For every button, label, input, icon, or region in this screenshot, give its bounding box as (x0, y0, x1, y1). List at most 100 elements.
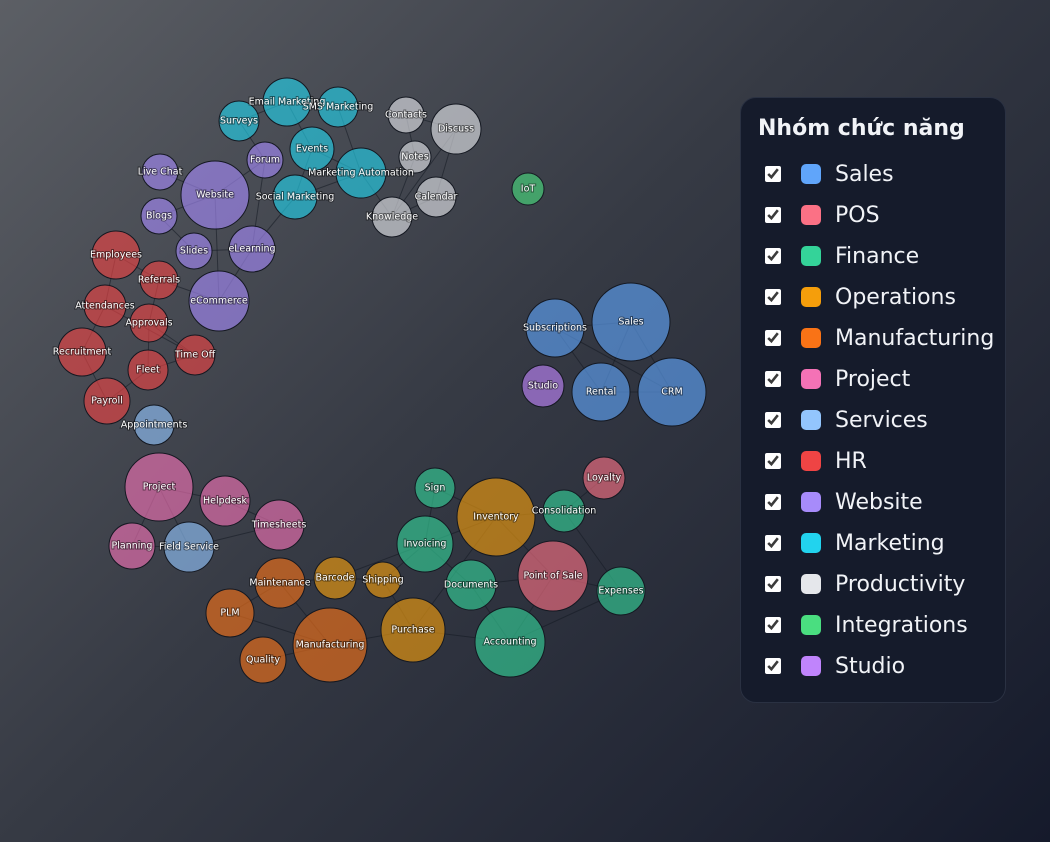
node-label: Rental (586, 387, 616, 398)
legend-checkbox[interactable] (765, 617, 781, 633)
legend-item[interactable]: POS (765, 200, 880, 230)
node (246, 141, 284, 179)
node-label: Accounting (483, 637, 536, 648)
legend-item[interactable]: HR (765, 446, 867, 476)
node (175, 232, 213, 270)
node (317, 86, 359, 128)
node-label: Studio (528, 381, 558, 392)
legend-label: Integrations (835, 612, 968, 638)
node-label: Live Chat (138, 167, 183, 178)
node (414, 467, 456, 509)
legend-title: Nhóm chức năng (758, 116, 965, 141)
node-label: Loyalty (587, 473, 622, 484)
node-label: Timesheets (251, 520, 307, 531)
node (205, 588, 255, 638)
legend-swatch (801, 164, 821, 184)
node (591, 282, 671, 362)
legend-swatch (801, 328, 821, 348)
legend-item[interactable]: Manufacturing (765, 323, 994, 353)
node (430, 103, 482, 155)
legend-checkbox[interactable] (765, 166, 781, 182)
legend-checkbox[interactable] (765, 494, 781, 510)
legend-label: Sales (835, 161, 894, 187)
node (91, 230, 141, 280)
legend-checkbox[interactable] (765, 412, 781, 428)
node-label: Events (296, 144, 328, 155)
legend-checkbox[interactable] (765, 371, 781, 387)
legend-checkbox[interactable] (765, 453, 781, 469)
node (174, 334, 216, 376)
legend-checkbox[interactable] (765, 248, 781, 264)
node-label: Recruitment (53, 347, 112, 358)
legend-item[interactable]: Productivity (765, 569, 965, 599)
node (188, 270, 250, 332)
node-label: Social Marketing (256, 192, 335, 203)
legend-swatch (801, 246, 821, 266)
legend-checkbox[interactable] (765, 330, 781, 346)
node (228, 225, 276, 273)
legend-label: Productivity (835, 571, 966, 597)
node-label: Barcode (316, 573, 355, 584)
legend-item[interactable]: Studio (765, 651, 905, 681)
node-label: Planning (112, 541, 153, 552)
legend-swatch (801, 574, 821, 594)
legend-swatch (801, 615, 821, 635)
node (163, 521, 215, 573)
node-label: Point of Sale (523, 571, 582, 582)
node (292, 607, 368, 683)
node-label: Documents (444, 580, 498, 591)
legend-swatch (801, 492, 821, 512)
node-label: Sign (425, 483, 446, 494)
node-label: Payroll (91, 396, 123, 407)
node (129, 303, 169, 343)
node-label: Time Off (174, 350, 216, 361)
legend-item[interactable]: Operations (765, 282, 956, 312)
legend: Nhóm chức năng Sales POS Finance Operations… (740, 97, 1006, 703)
legend-swatch (801, 205, 821, 225)
node-label: Expenses (598, 586, 643, 597)
node-label: Forum (250, 155, 280, 166)
node (140, 197, 178, 235)
node-label: PLM (220, 608, 239, 619)
node (254, 557, 306, 609)
node (139, 260, 179, 300)
node (218, 100, 260, 142)
node-label: Attendances (75, 301, 135, 312)
node (141, 153, 179, 191)
node-label: Sales (618, 317, 643, 328)
node-label: Calendar (415, 192, 458, 203)
node (517, 540, 589, 612)
node (371, 196, 413, 238)
node (289, 126, 335, 172)
legend-item[interactable]: Website (765, 487, 923, 517)
legend-item[interactable]: Project (765, 364, 910, 394)
node-label: Maintenance (249, 578, 310, 589)
legend-item[interactable]: Services (765, 405, 928, 435)
legend-swatch (801, 410, 821, 430)
legend-checkbox[interactable] (765, 289, 781, 305)
legend-label: Operations (835, 284, 956, 310)
node (387, 96, 425, 134)
node-label: Helpdesk (203, 496, 247, 507)
legend-item[interactable]: Marketing (765, 528, 945, 558)
legend-checkbox[interactable] (765, 658, 781, 674)
legend-checkbox[interactable] (765, 207, 781, 223)
node (108, 522, 156, 570)
legend-checkbox[interactable] (765, 576, 781, 592)
legend-item[interactable]: Integrations (765, 610, 968, 640)
node (398, 140, 432, 174)
node-label: Slides (180, 246, 208, 257)
legend-item[interactable]: Sales (765, 159, 894, 189)
node (124, 452, 194, 522)
node-label: Invoicing (404, 539, 447, 550)
legend-label: Project (835, 366, 911, 392)
legend-label: Manufacturing (835, 325, 995, 351)
node (262, 77, 312, 127)
legend-swatch (801, 656, 821, 676)
node (133, 404, 175, 446)
node-label: Email Marketing (249, 97, 326, 108)
node-label: Shipping (362, 575, 403, 586)
legend-item[interactable]: Finance (765, 241, 919, 271)
legend-checkbox[interactable] (765, 535, 781, 551)
node-label: Appointments (121, 420, 188, 431)
